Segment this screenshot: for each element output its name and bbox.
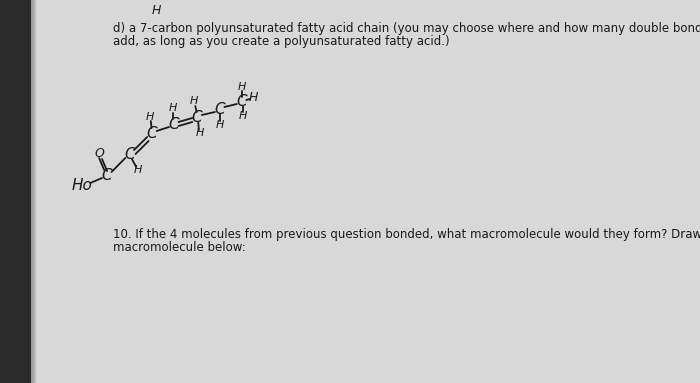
Text: 10. If the 4 molecules from previous question bonded, what macromolecule would t: 10. If the 4 molecules from previous que…: [113, 228, 700, 241]
Text: C: C: [237, 93, 247, 108]
Text: C: C: [125, 147, 135, 162]
FancyBboxPatch shape: [32, 0, 34, 383]
Text: H: H: [152, 4, 161, 17]
FancyBboxPatch shape: [0, 0, 31, 383]
Text: C: C: [191, 110, 202, 124]
Text: d) a 7-carbon polyunsaturated fatty acid chain (you may choose where and how man: d) a 7-carbon polyunsaturated fatty acid…: [113, 22, 700, 35]
FancyBboxPatch shape: [34, 0, 35, 383]
Text: Ho: Ho: [71, 177, 92, 193]
Text: H: H: [239, 111, 248, 121]
Text: H: H: [238, 82, 246, 92]
Text: macromolecule below:: macromolecule below:: [113, 241, 246, 254]
Text: add, as long as you create a polyunsaturated fatty acid.): add, as long as you create a polyunsatur…: [113, 35, 449, 48]
Text: H: H: [146, 112, 154, 122]
Text: H: H: [195, 128, 204, 138]
Text: H: H: [190, 96, 198, 106]
Text: C: C: [146, 126, 157, 141]
FancyBboxPatch shape: [33, 0, 34, 383]
Text: H: H: [249, 90, 258, 103]
Text: H: H: [216, 120, 224, 130]
Text: C: C: [168, 116, 178, 131]
FancyBboxPatch shape: [32, 0, 33, 383]
Text: C: C: [102, 167, 113, 183]
Text: H: H: [169, 103, 177, 113]
Text: H: H: [134, 165, 142, 175]
FancyBboxPatch shape: [35, 0, 36, 383]
Text: O: O: [94, 147, 104, 159]
FancyBboxPatch shape: [34, 0, 36, 383]
FancyBboxPatch shape: [31, 0, 32, 383]
Text: C: C: [214, 101, 225, 116]
